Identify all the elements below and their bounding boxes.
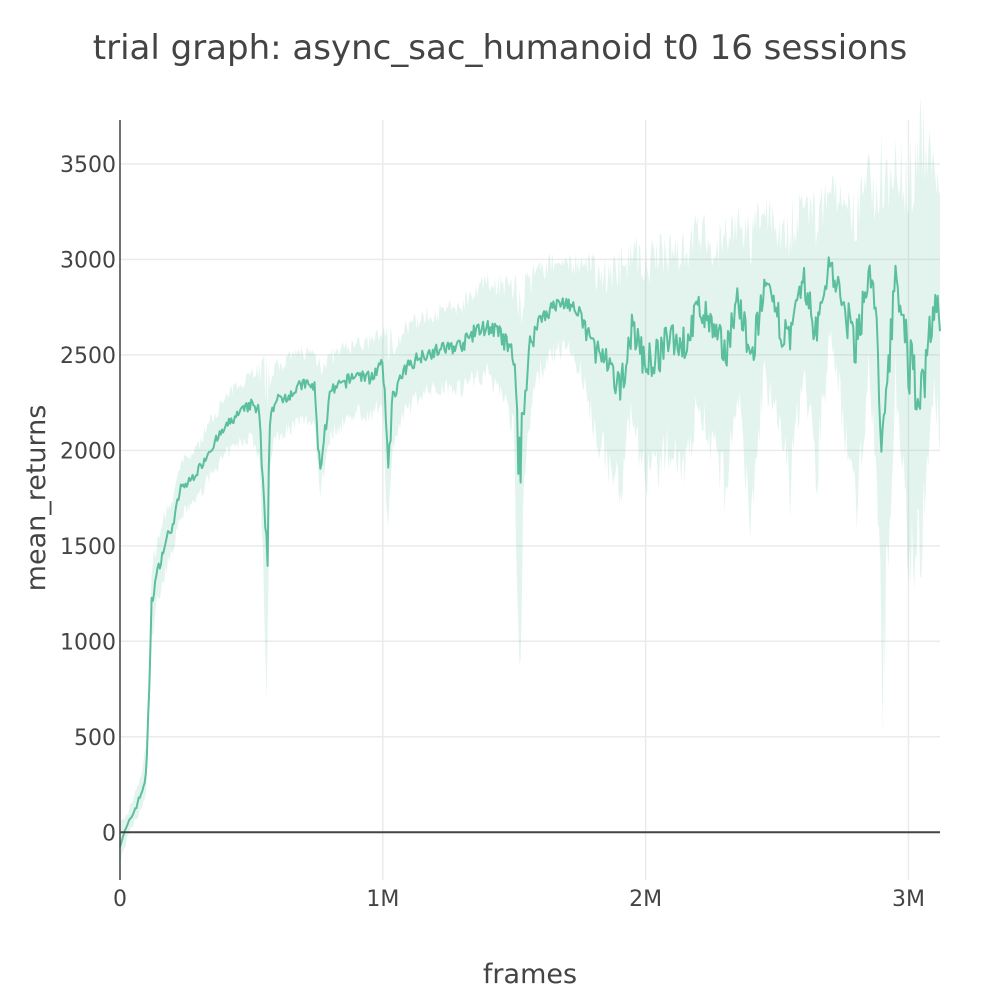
- y-tick-label: 500: [74, 726, 116, 751]
- grid: [120, 120, 940, 880]
- x-axis-title: frames: [483, 959, 577, 990]
- y-tick-label: 3500: [60, 153, 116, 178]
- x-tick-label: 3M: [892, 887, 925, 912]
- x-tick-label: 1M: [366, 887, 399, 912]
- y-tick-label: 1000: [60, 630, 116, 655]
- y-tick-label: 1500: [60, 535, 116, 560]
- x-tick-label: 2M: [629, 887, 662, 912]
- chart-title: trial graph: async_sac_humanoid t0 16 se…: [93, 28, 907, 68]
- y-axis-title: mean_returns: [21, 405, 52, 592]
- y-tick-label: 3000: [60, 248, 116, 273]
- range-band-area: [120, 97, 940, 865]
- tick-labels: 0 500 1000 1500 2000 2500 3000 3500 0 1M 2M 3M: [60, 153, 925, 912]
- axes: [119, 120, 940, 880]
- range-band: [120, 97, 940, 865]
- x-tick-label: 0: [113, 887, 127, 912]
- series-line: [119, 256, 941, 848]
- y-tick-label: 2000: [60, 439, 116, 464]
- series-line-group: [119, 256, 941, 848]
- y-tick-label: 2500: [60, 344, 116, 369]
- y-tick-label: 0: [102, 821, 116, 846]
